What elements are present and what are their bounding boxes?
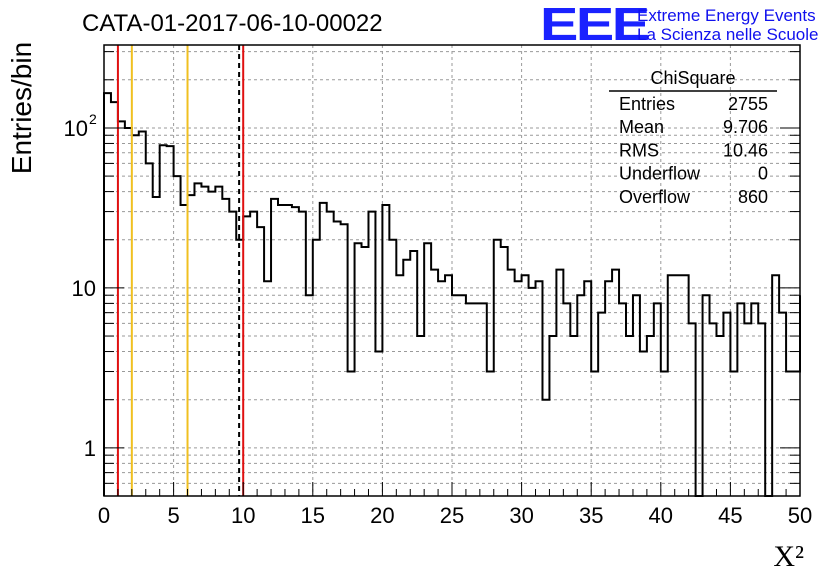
stats-value: 860 xyxy=(738,187,768,207)
y-tick-label: 10 xyxy=(64,116,88,141)
x-tick-label: 5 xyxy=(167,503,179,528)
stats-title: ChiSquare xyxy=(650,68,735,88)
stats-label: Overflow xyxy=(619,187,691,207)
x-axis-label: X² xyxy=(773,540,804,572)
stats-label: RMS xyxy=(619,140,659,160)
y-tick-label-exponent: 2 xyxy=(89,111,97,127)
x-tick-label: 25 xyxy=(440,503,464,528)
logo-line-1: Extreme Energy Events xyxy=(637,6,816,25)
x-tick-label: 0 xyxy=(98,503,110,528)
x-tick-label: 50 xyxy=(788,503,812,528)
y-axis-label: Entries/bin xyxy=(6,42,37,174)
x-tick-label: 10 xyxy=(231,503,255,528)
eee-logo: EEE Extreme Energy Events La Scienza nel… xyxy=(540,0,830,50)
stats-label: Entries xyxy=(619,94,675,114)
x-tick-label: 30 xyxy=(509,503,533,528)
histogram-series xyxy=(103,92,801,497)
x-tick-label: 45 xyxy=(718,503,742,528)
x-tick-label: 15 xyxy=(301,503,325,528)
stats-value: 2755 xyxy=(728,94,768,114)
x-tick-label: 35 xyxy=(579,503,603,528)
eee-logo-mark: EEE xyxy=(540,0,650,50)
stats-value: 10.46 xyxy=(723,140,768,160)
y-tick-label: 10 xyxy=(72,276,96,301)
stats-value: 0 xyxy=(758,164,768,184)
x-tick-label: 20 xyxy=(370,503,394,528)
logo-line-2: La Scienza nelle Scuole xyxy=(637,25,819,44)
y-tick-label: 1 xyxy=(84,436,96,461)
stats-label: Mean xyxy=(619,117,664,137)
x-tick-label: 40 xyxy=(649,503,673,528)
run-title: CATA-01-2017-06-10-00022 xyxy=(82,10,383,37)
stats-label: Underflow xyxy=(619,164,701,184)
stats-value: 9.706 xyxy=(723,117,768,137)
